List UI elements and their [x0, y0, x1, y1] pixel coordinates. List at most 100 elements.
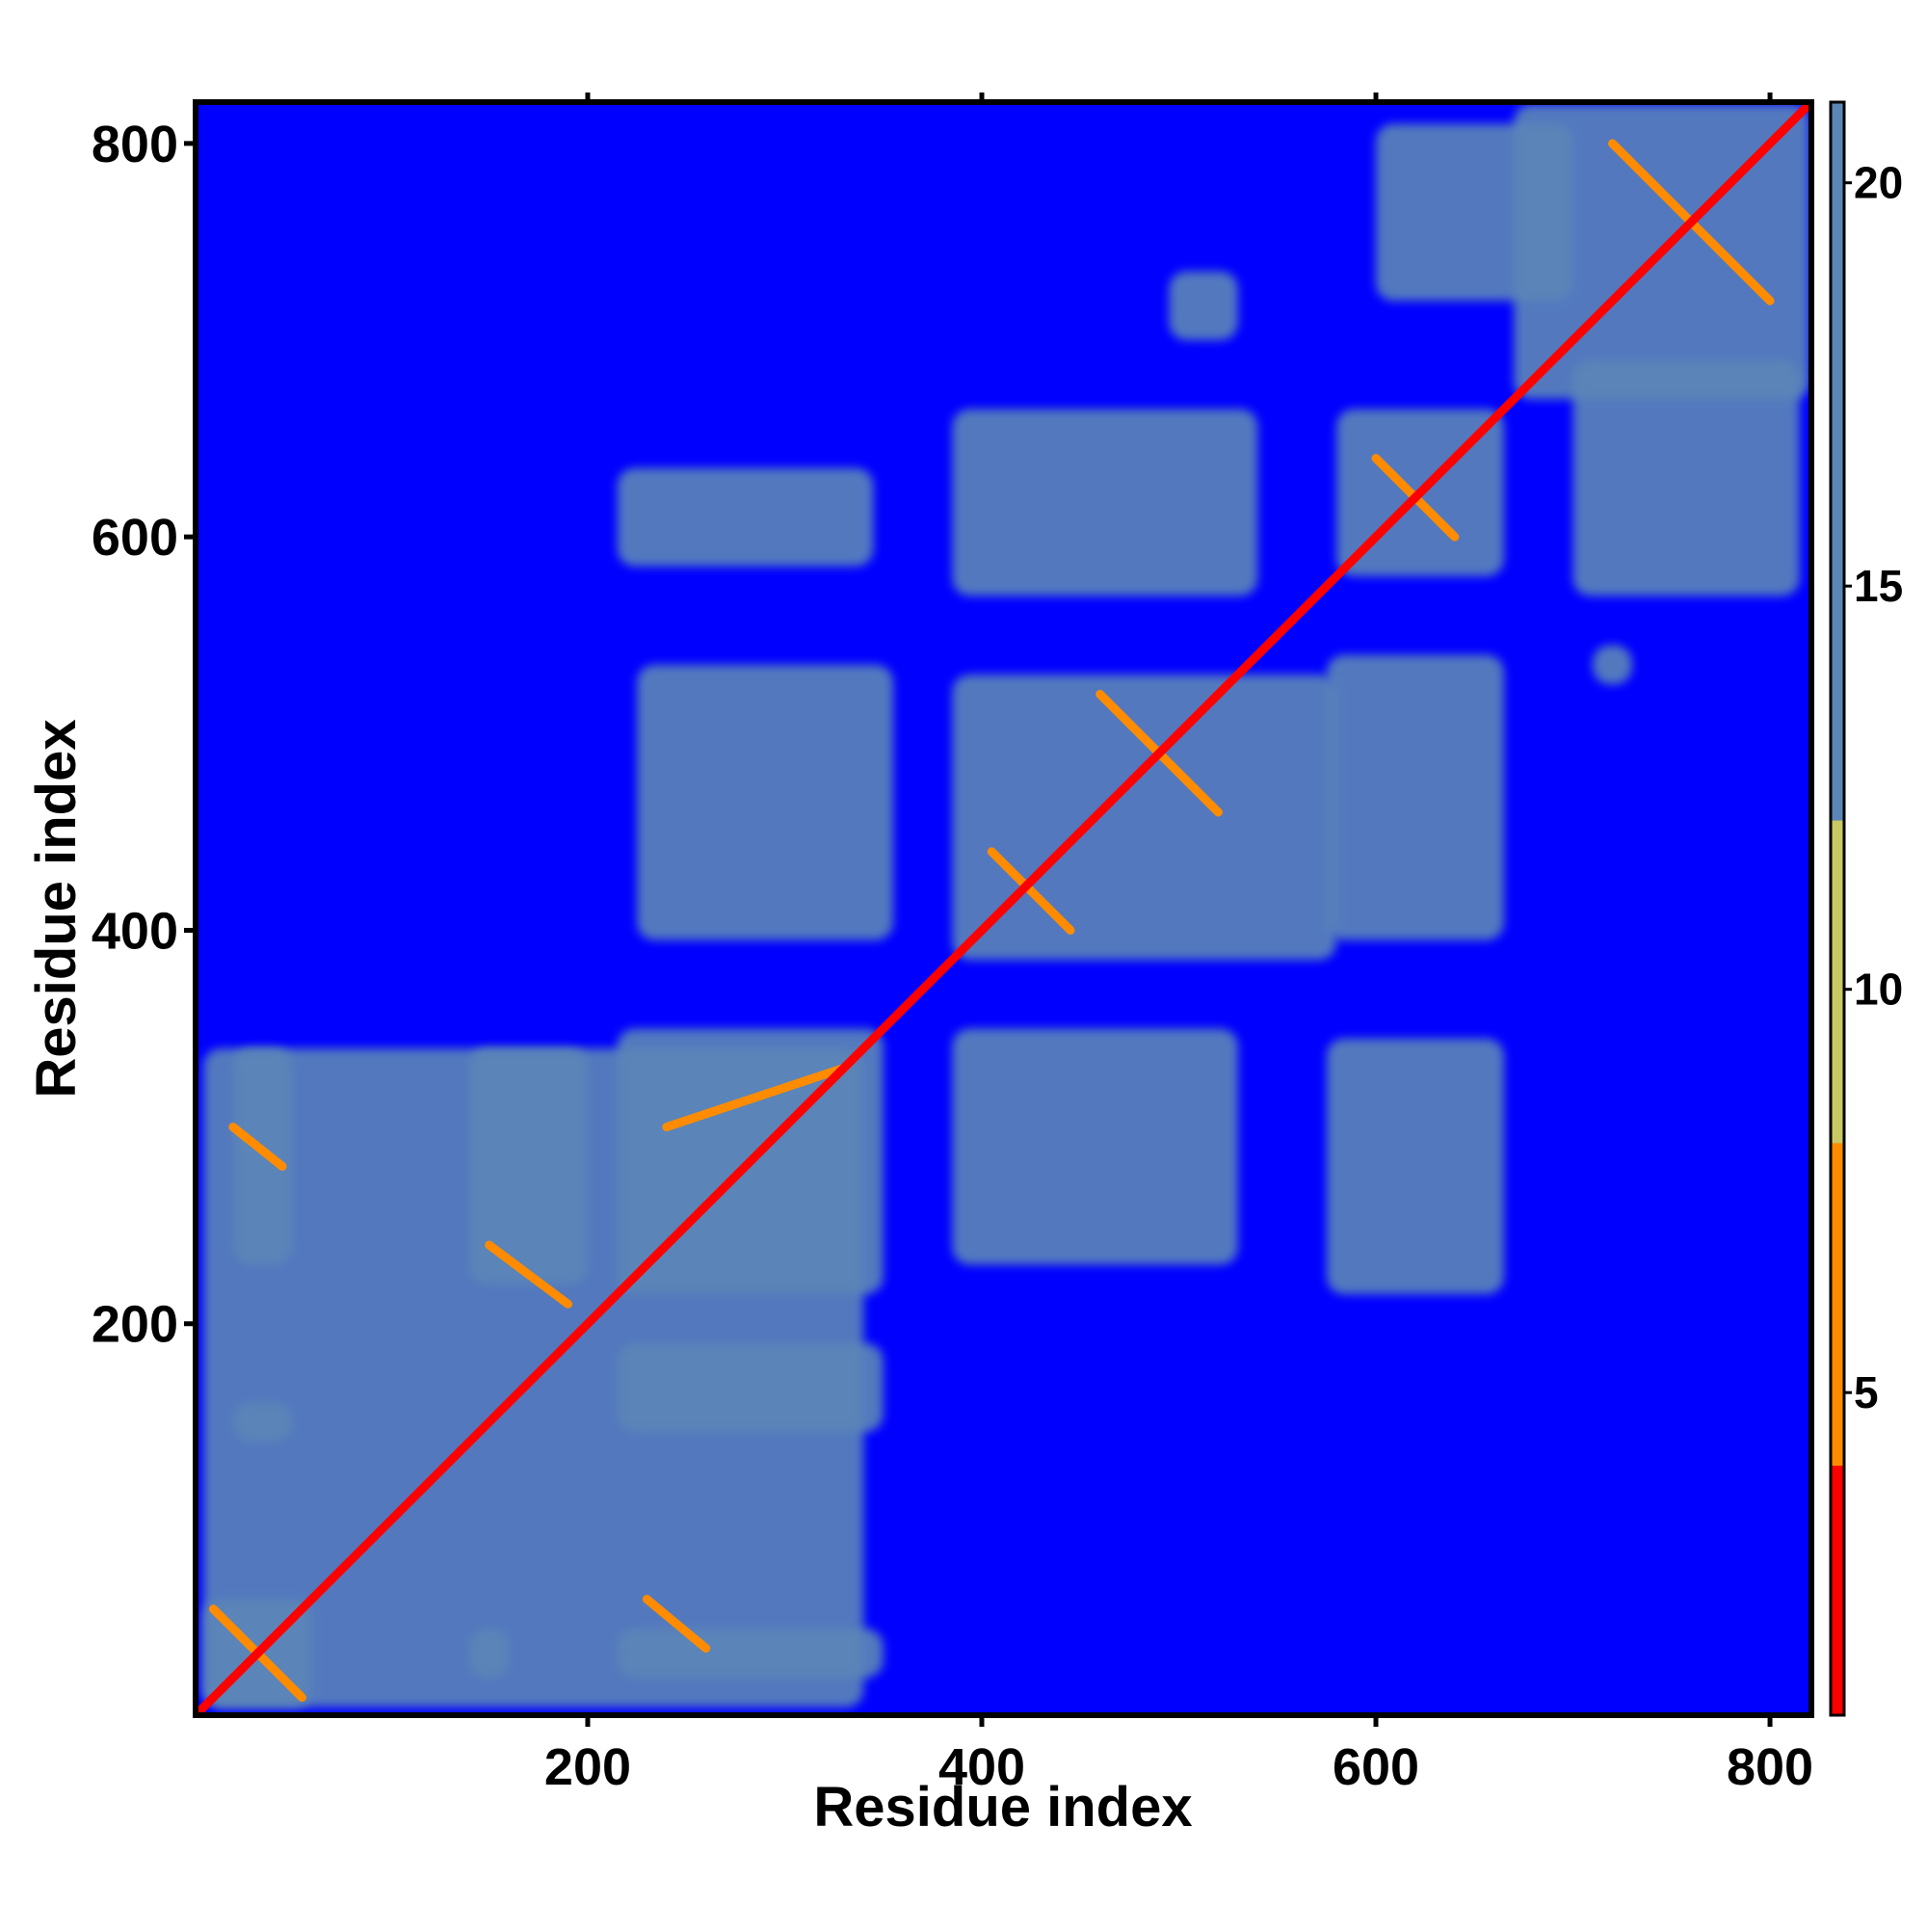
colorbar-segment	[1831, 1062, 1844, 1071]
colorbar-segment	[1831, 1642, 1844, 1652]
colorbar-segment	[1831, 1101, 1844, 1111]
colorbar-segment	[1831, 279, 1844, 289]
colorbar-segment	[1831, 1134, 1844, 1144]
colorbar-segment	[1831, 473, 1844, 482]
colorbar-segment	[1831, 1319, 1844, 1329]
colorbar-segment	[1831, 433, 1844, 442]
plot-frame	[193, 99, 1814, 1718]
colorbar-segment	[1831, 1158, 1844, 1168]
colorbar: 5 10 15 20	[1829, 100, 1903, 1717]
colorbar-segment	[1831, 1142, 1844, 1151]
colorbar-segment	[1831, 1666, 1844, 1676]
contact-block	[1572, 359, 1800, 596]
contact-segment	[642, 1595, 711, 1654]
colorbar-segment	[1831, 1215, 1844, 1225]
colorbar-segment	[1831, 448, 1844, 458]
colorbar-segment	[1831, 384, 1844, 393]
colorbar-segment	[1831, 464, 1844, 474]
y-tick-label: 600	[92, 509, 178, 567]
colorbar-segment	[1831, 997, 1844, 1007]
colorbar-segment	[1831, 287, 1844, 297]
colorbar-segment	[1831, 409, 1844, 418]
colorbar-segment	[1831, 835, 1844, 845]
y-axis-ticks: 200 400 600 800	[92, 116, 196, 1354]
colorbar-segment	[1831, 1029, 1844, 1039]
diagonal-contacts	[192, 98, 1815, 1719]
colorbar-segment	[1831, 795, 1844, 805]
colorbar-segment	[1831, 1522, 1844, 1531]
colorbar-segment	[1831, 319, 1844, 329]
colorbar-segment	[1831, 142, 1844, 151]
colorbar-segment	[1831, 1118, 1844, 1127]
colorbar-segment	[1831, 634, 1844, 644]
colorbar-segment	[1831, 1280, 1844, 1288]
colorbar-segment	[1831, 392, 1844, 402]
colorbar-segment	[1831, 1352, 1844, 1362]
colorbar-segment	[1831, 1433, 1844, 1442]
colorbar-tick-label: 20	[1854, 158, 1903, 208]
colorbar-segment	[1831, 352, 1844, 361]
colorbar-segment	[1831, 1416, 1844, 1426]
colorbar-segment	[1831, 1537, 1844, 1547]
colorbar-segment	[1831, 255, 1844, 264]
colorbar-segment	[1831, 577, 1844, 587]
colorbar-segment	[1831, 304, 1844, 313]
colorbar-segment	[1831, 1223, 1844, 1232]
colorbar-segment	[1831, 1472, 1844, 1482]
contact-block	[952, 409, 1258, 596]
colorbar-segment	[1831, 739, 1844, 749]
colorbar-segment	[1831, 497, 1844, 507]
colorbar-segment	[1831, 965, 1844, 974]
colorbar-segment	[1831, 1634, 1844, 1644]
colorbar-segment	[1831, 368, 1844, 378]
colorbar-segment	[1831, 376, 1844, 385]
colorbar-segment	[1831, 1077, 1844, 1087]
colorbar-segment	[1831, 1304, 1844, 1313]
colorbar-segment	[1831, 1546, 1844, 1555]
colorbar-segment	[1831, 1400, 1844, 1410]
colorbar-segment	[1831, 198, 1844, 208]
colorbar-segment	[1831, 1053, 1844, 1063]
colorbar-segment	[1831, 723, 1844, 732]
colorbar-segment	[1831, 158, 1844, 168]
colorbar-segment	[1831, 1125, 1844, 1135]
colorbar-segment	[1831, 730, 1844, 740]
colorbar-segment	[1831, 884, 1844, 893]
colorbar-segment	[1831, 1175, 1844, 1184]
colorbar-segment	[1831, 1577, 1844, 1587]
contact-block	[637, 664, 893, 940]
colorbar-segment	[1831, 1328, 1844, 1337]
contact-block	[617, 467, 874, 567]
colorbar-segment	[1831, 876, 1844, 886]
colorbar-segment	[1831, 1166, 1844, 1176]
contact-block	[469, 1047, 588, 1284]
colorbar-segment	[1831, 618, 1844, 627]
colorbar-segment	[1831, 1231, 1844, 1240]
colorbar-segment	[1831, 1658, 1844, 1668]
colorbar-segment	[1831, 1271, 1844, 1281]
colorbar-segment	[1831, 1529, 1844, 1539]
colorbar-segment	[1831, 706, 1844, 716]
x-axis-title: Residue index	[813, 1776, 1192, 1839]
colorbar-segment	[1831, 1651, 1844, 1660]
colorbar-segment	[1831, 562, 1844, 571]
colorbar-segment	[1831, 763, 1844, 773]
contact-segment	[485, 1240, 573, 1309]
contact-block	[952, 675, 1337, 961]
colorbar-segment	[1831, 1190, 1844, 1200]
colorbar-segment	[1831, 481, 1844, 490]
colorbar-segment	[1831, 1239, 1844, 1249]
colorbar-segment	[1831, 505, 1844, 515]
colorbar-segment	[1831, 601, 1844, 611]
colorbar-segment	[1831, 1626, 1844, 1635]
colorbar-segment	[1831, 1263, 1844, 1273]
contact-block	[1326, 1038, 1504, 1295]
colorbar-segment	[1831, 102, 1844, 111]
x-tick-label: 800	[1727, 1738, 1813, 1796]
colorbar-segment	[1831, 1384, 1844, 1393]
y-axis-title: Residue index	[25, 719, 88, 1098]
colorbar-segment	[1831, 174, 1844, 184]
colorbar-segment	[1831, 1199, 1844, 1208]
